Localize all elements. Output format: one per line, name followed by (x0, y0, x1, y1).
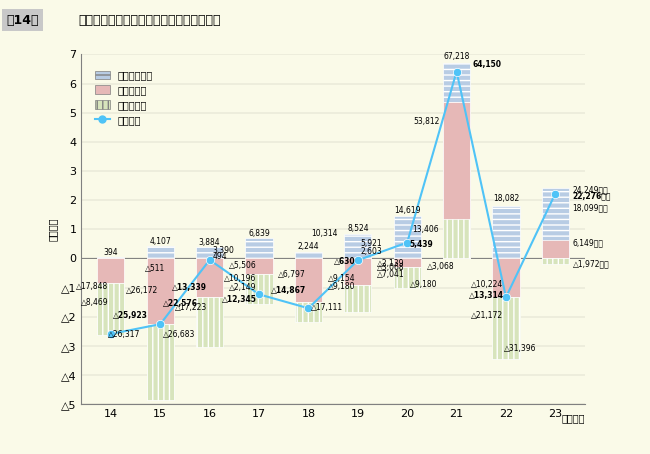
Y-axis label: （兆円）: （兆円） (48, 217, 58, 241)
Text: 24,249億円: 24,249億円 (573, 185, 608, 194)
Text: △6,797: △6,797 (278, 270, 306, 279)
Bar (394, 258, 421, 267)
Text: 2,244: 2,244 (298, 242, 319, 251)
Text: 6,149億円: 6,149億円 (573, 238, 604, 247)
Text: 18,082: 18,082 (493, 194, 519, 203)
Bar (344, 285, 371, 312)
Text: △2,139: △2,139 (377, 259, 405, 268)
Text: 13,406: 13,406 (413, 225, 439, 234)
Text: 5,439: 5,439 (410, 240, 434, 249)
Text: △14,867: △14,867 (270, 286, 306, 295)
Text: △22,576: △22,576 (162, 299, 198, 308)
Text: 義務的経費、投資的経費等の増減額の推移: 義務的経費、投資的経費等の増減額の推移 (78, 14, 220, 27)
Text: 494: 494 (212, 252, 227, 262)
Text: （年度）: （年度） (562, 413, 585, 423)
Text: △9,180: △9,180 (328, 281, 356, 291)
Bar (295, 252, 322, 258)
Text: 64,150: 64,150 (473, 59, 501, 69)
Bar (246, 238, 272, 258)
Text: △7,041: △7,041 (377, 270, 405, 279)
Text: 394: 394 (103, 248, 118, 257)
Text: △10,196: △10,196 (224, 274, 257, 283)
Bar (147, 324, 174, 400)
Bar (344, 233, 371, 258)
Bar (394, 267, 421, 288)
Text: △13,314: △13,314 (469, 291, 504, 300)
Bar (443, 219, 470, 258)
Text: △17,848: △17,848 (76, 281, 109, 291)
Bar (147, 258, 174, 324)
Text: △2,149: △2,149 (229, 283, 257, 292)
Text: △9,180: △9,180 (410, 280, 437, 289)
Text: △26,683: △26,683 (162, 330, 195, 339)
Text: 53,812: 53,812 (413, 117, 439, 126)
Text: 22,276億円: 22,276億円 (573, 191, 611, 200)
Text: 14,619: 14,619 (394, 206, 421, 215)
Bar (443, 102, 470, 258)
Bar (98, 257, 124, 258)
Text: △3,068: △3,068 (377, 263, 405, 271)
Text: △26,317: △26,317 (109, 330, 141, 339)
Text: 10,314: 10,314 (311, 229, 337, 238)
Text: △31,396: △31,396 (504, 344, 536, 353)
Text: △17,111: △17,111 (311, 303, 343, 312)
Bar (542, 241, 569, 258)
Text: △26,172: △26,172 (125, 286, 158, 295)
Text: △8,469: △8,469 (81, 298, 109, 306)
Text: △9,154: △9,154 (328, 274, 356, 283)
Bar (344, 258, 371, 285)
Bar (493, 258, 519, 297)
Text: 3,390: 3,390 (212, 246, 234, 255)
Bar (394, 216, 421, 258)
Text: △630: △630 (333, 257, 356, 266)
Text: 2,603: 2,603 (360, 247, 382, 256)
Legend: その他の経費, 義務的経費, 投資的経費, 純増減額: その他の経費, 義務的経費, 投資的経費, 純増減額 (91, 66, 157, 128)
Text: 8,524: 8,524 (347, 224, 369, 233)
Text: 67,218: 67,218 (443, 52, 470, 61)
Text: △511: △511 (146, 264, 166, 273)
Text: 6,839: 6,839 (248, 229, 270, 238)
Bar (295, 302, 322, 321)
Text: △17,223: △17,223 (175, 303, 207, 312)
Text: 5,921: 5,921 (360, 239, 382, 248)
Text: 第14図: 第14図 (6, 14, 39, 27)
Text: △5,506: △5,506 (229, 261, 257, 270)
Bar (443, 63, 470, 258)
Bar (493, 206, 519, 258)
Bar (295, 258, 322, 302)
Bar (493, 297, 519, 359)
Text: △12,345: △12,345 (222, 295, 257, 304)
Bar (246, 258, 272, 274)
Bar (542, 188, 569, 258)
Bar (542, 258, 569, 264)
Bar (246, 274, 272, 304)
Text: △13,339: △13,339 (172, 283, 207, 292)
Bar (98, 258, 124, 283)
Text: △10,224: △10,224 (471, 280, 504, 289)
Text: 3,884: 3,884 (199, 237, 220, 247)
Text: 18,099億円: 18,099億円 (573, 203, 608, 212)
Text: △3,068: △3,068 (426, 262, 454, 271)
Bar (98, 283, 124, 335)
Bar (147, 247, 174, 258)
Text: △25,923: △25,923 (113, 311, 148, 320)
Bar (196, 258, 223, 297)
Bar (196, 297, 223, 347)
Bar (196, 247, 223, 258)
Text: △21,172: △21,172 (471, 311, 504, 320)
Text: 4,107: 4,107 (150, 237, 171, 246)
Text: △1,972億円: △1,972億円 (573, 260, 610, 269)
